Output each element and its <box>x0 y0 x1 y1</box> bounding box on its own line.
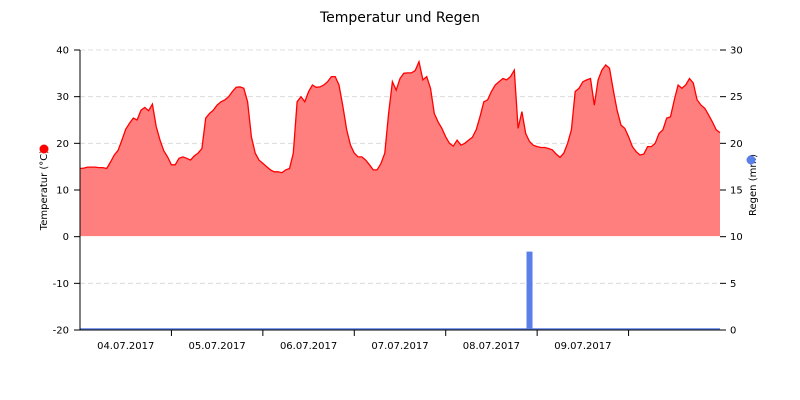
y-left-tick-label: -20 <box>53 326 69 337</box>
x-tick-label: 05.07.2017 <box>189 341 246 352</box>
y-left-tick-label: 0 <box>63 232 69 243</box>
y-right-tick-label: 30 <box>730 46 743 57</box>
y-left-tick-label: -10 <box>53 279 69 290</box>
y-right-tick-label: 5 <box>730 279 736 290</box>
y-left-tick-label: 10 <box>56 186 69 197</box>
y-left-tick-label: 40 <box>56 46 69 57</box>
y-right-tick-label: 15 <box>730 186 743 197</box>
x-tick-label: 08.07.2017 <box>463 341 520 352</box>
y-left-tick-label: 30 <box>56 92 69 103</box>
temperature-area <box>80 61 720 237</box>
y-right-tick-label: 0 <box>730 326 736 337</box>
chart-title: Temperatur und Regen <box>319 10 480 26</box>
y-right-tick-label: 20 <box>730 139 743 150</box>
temperature-legend-dot[interactable] <box>39 144 49 154</box>
x-tick-label: 09.07.2017 <box>554 341 611 352</box>
y-right-tick-label: 10 <box>730 232 743 243</box>
rain-bar[interactable] <box>526 251 533 330</box>
x-tick-label: 06.07.2017 <box>280 341 337 352</box>
rain-legend-dot[interactable] <box>746 155 756 165</box>
x-tick-label: 07.07.2017 <box>371 341 428 352</box>
y-right-tick-label: 25 <box>730 92 743 103</box>
y-left-tick-label: 20 <box>56 139 69 150</box>
axes: 40 30 20 10 0 -10 -20 30 25 20 15 10 5 0 04.07.2017 05.… <box>53 46 743 353</box>
plot-area <box>79 59 721 330</box>
temperature-line <box>79 59 721 174</box>
y-left-axis-label: Temperatur (°C) <box>39 150 50 231</box>
y-right-axis-label: Regen (mm) <box>748 154 759 216</box>
x-tick-label: 04.07.2017 <box>97 341 154 352</box>
